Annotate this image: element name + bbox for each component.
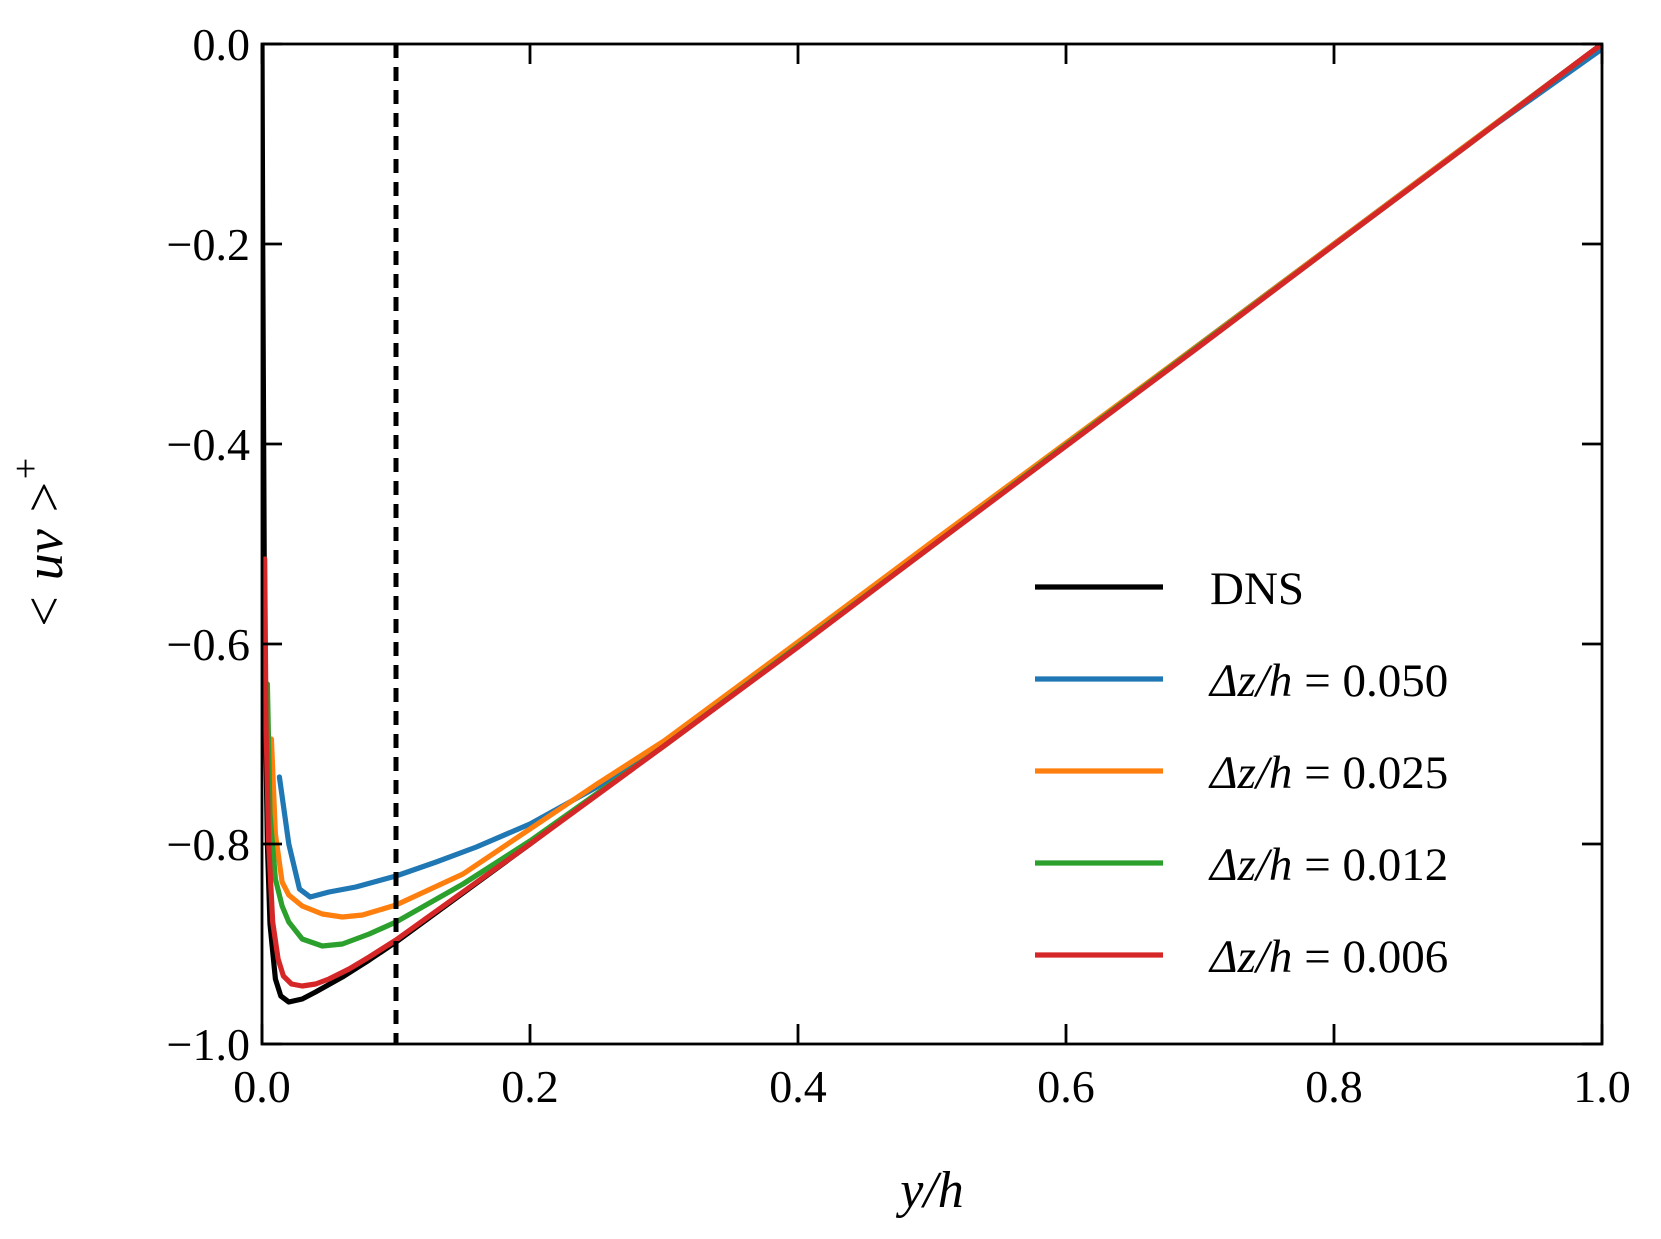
legend-label-3: Δz/h = 0.012	[1208, 839, 1448, 891]
legend-label-2: Δz/h = 0.025	[1208, 747, 1448, 799]
y-tick-label: 0.0	[193, 19, 251, 70]
legend-label-var: Δz/h	[1208, 655, 1304, 707]
legend-label-4: Δz/h = 0.006	[1208, 931, 1448, 983]
legend-label-var: Δz/h	[1208, 747, 1304, 799]
x-tick-label: 0.2	[501, 1061, 559, 1112]
series-line-3	[264, 44, 1602, 949]
x-tick-label: 0.4	[769, 1061, 827, 1112]
tick-layer: 0.0 0.2 0.4 0.6 0.8 1.0 0.0 −0.2 −0.4 −0.6 −0.8 −1.…	[167, 19, 1631, 1112]
x-tick-label: 1.0	[1573, 1061, 1631, 1112]
legend-label-var: Δz/h	[1208, 931, 1304, 983]
x-tick-label: 0.8	[1305, 1061, 1363, 1112]
plot-frame	[260, 42, 1604, 1046]
y-tick-label: −0.8	[167, 819, 250, 870]
y-tick-label: −1.0	[167, 1019, 250, 1070]
y-axis-label-main: < uv >	[14, 479, 74, 630]
x-tick-label: 0.0	[233, 1061, 291, 1112]
legend-label-value: = 0.025	[1304, 747, 1448, 799]
y-tick-label: −0.4	[167, 419, 250, 470]
series-line-4	[262, 44, 1602, 989]
x-tick-label: 0.6	[1037, 1061, 1095, 1112]
y-axis-label: < uv >+	[5, 458, 74, 630]
legend-label-1: Δz/h = 0.050	[1208, 655, 1448, 707]
y-tick-label: −0.2	[167, 219, 250, 270]
legend-label-value: = 0.050	[1304, 655, 1448, 707]
legend-label-value: = 0.012	[1304, 839, 1448, 891]
legend-label-0: DNS	[1210, 563, 1304, 615]
legend-label-value: = 0.006	[1304, 931, 1448, 983]
x-axis-label: y/h	[895, 1162, 964, 1219]
svg-text:< uv >+: < uv >+	[5, 458, 74, 630]
legend-label-var: Δz/h	[1208, 839, 1304, 891]
y-axis-label-sup: +	[5, 458, 47, 479]
series-layer	[262, 44, 1602, 1005]
y-tick-label: −0.6	[167, 619, 250, 670]
